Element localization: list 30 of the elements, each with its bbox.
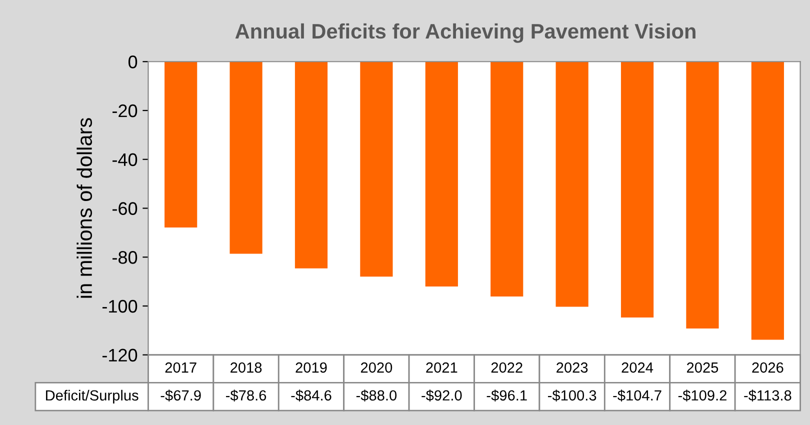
data-label: -$113.8	[744, 390, 792, 402]
data-label: -$109.2	[678, 390, 726, 402]
data-label: -$88.0	[356, 390, 397, 402]
x-tick-label: 2024	[622, 362, 654, 373]
x-tick-label: 2017	[165, 362, 196, 373]
y-tick-label: -80	[112, 251, 138, 264]
x-tick-label: 2021	[426, 362, 458, 373]
data-label: -$104.7	[613, 390, 662, 402]
x-tick-label: 2023	[556, 362, 588, 373]
y-tick-label: -20	[112, 104, 138, 118]
x-tick-label: 2020	[360, 362, 392, 373]
y-axis-title: in millions of dollars	[76, 118, 92, 298]
x-tick-label: 2026	[752, 362, 784, 373]
x-tick-label: 2019	[296, 362, 327, 373]
y-tick-label: -60	[112, 202, 138, 215]
text: Deficit/Surplus	[46, 390, 138, 404]
data-label: -$92.0	[422, 390, 462, 402]
x-tick-label: 2018	[230, 362, 262, 373]
y-tick-label: 0	[128, 56, 138, 68]
x-tick-label: 2025	[686, 362, 718, 373]
y-tick-label: -40	[112, 153, 138, 166]
data-label: -$84.6	[291, 390, 332, 402]
data-label: -$78.6	[226, 390, 266, 402]
data-label: -$96.1	[486, 390, 527, 402]
chart-title: Annual Deficits for Achieving Pavement Vision	[235, 23, 696, 43]
y-tick-label: -100	[102, 300, 138, 313]
data-label: -$100.3	[548, 390, 596, 402]
y-tick-label: -120	[102, 348, 138, 362]
x-tick-label: 2022	[491, 362, 522, 373]
data-label: -$67.9	[160, 390, 201, 402]
